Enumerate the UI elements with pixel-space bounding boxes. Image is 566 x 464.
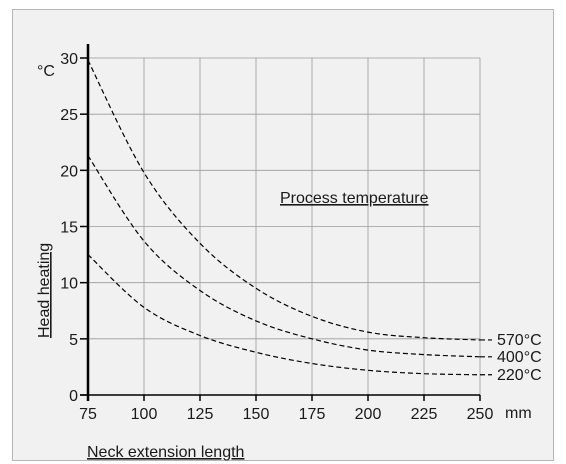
y-tick-label: 25 [60, 107, 78, 124]
y-axis-label: Head heating [36, 243, 53, 338]
series-line [87, 155, 481, 358]
series-line [87, 59, 481, 341]
series-label: 570°C [497, 332, 542, 349]
x-tick-label: 200 [355, 406, 382, 423]
series-line [87, 254, 481, 376]
y-tick-label: 5 [69, 332, 78, 349]
y-tick-label: 10 [60, 276, 78, 293]
y-tick-label: 15 [60, 220, 78, 237]
process-temperature-annotation: Process temperature [280, 190, 429, 207]
axes [80, 44, 481, 401]
x-tick-label: 75 [79, 406, 97, 423]
x-tick-label: 250 [467, 406, 494, 423]
x-tick-label: 175 [299, 406, 326, 423]
series-label: 220°C [497, 367, 542, 384]
tick-labels: 75 100 125 150 175 200 225 250 0 5 10 15 20 25 30 [60, 51, 493, 423]
y-unit-label: °C [37, 63, 55, 80]
x-unit-label: mm [505, 405, 532, 422]
x-tick-label: 100 [131, 406, 158, 423]
grid [88, 57, 481, 395]
series-lines [87, 59, 481, 376]
y-tick-label: 20 [60, 163, 78, 180]
x-axis-label: Neck extension length [87, 444, 244, 461]
series-label: 400°C [497, 349, 542, 366]
x-tick-label: 150 [243, 406, 270, 423]
y-tick-label: 0 [69, 388, 78, 405]
x-tick-label: 225 [411, 406, 438, 423]
chart-frame [12, 9, 554, 461]
x-tick-label: 125 [187, 406, 214, 423]
y-tick-label: 30 [60, 51, 78, 68]
